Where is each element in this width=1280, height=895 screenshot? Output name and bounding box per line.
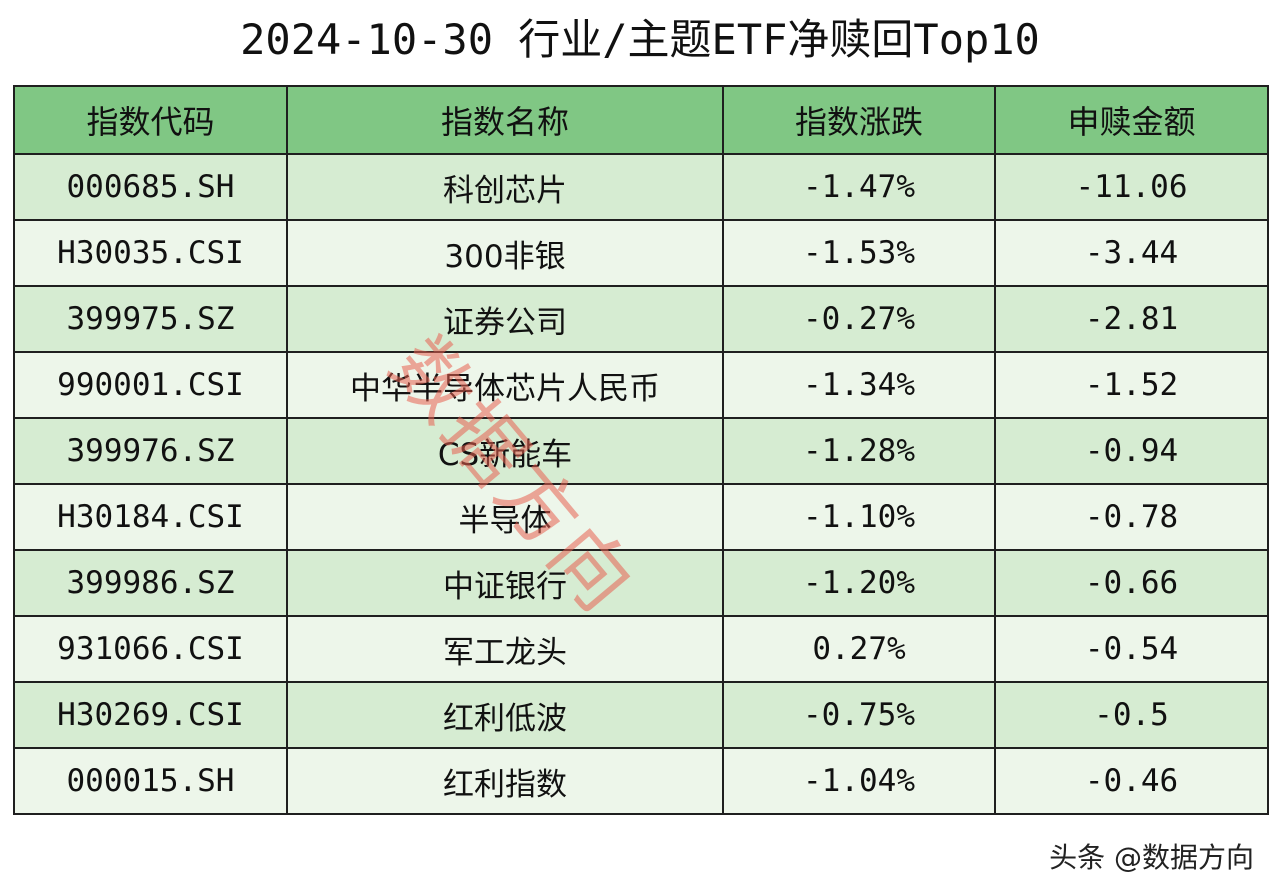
table-body: 000685.SH 科创芯片 -1.47% -11.06 H30035.CSI … xyxy=(13,153,1269,815)
cell-index-name: 科创芯片 xyxy=(286,153,724,221)
cell-amount: -0.78 xyxy=(994,483,1269,551)
cell-amount: -0.5 xyxy=(994,681,1269,749)
cell-index-change: -0.75% xyxy=(722,681,996,749)
cell-amount: -0.46 xyxy=(994,747,1269,815)
cell-index-change: -0.27% xyxy=(722,285,996,353)
table-row: 399976.SZ CS新能车 -1.28% -0.94 xyxy=(13,417,1269,485)
cell-index-code: 000685.SH xyxy=(13,153,288,221)
cell-amount: -1.52 xyxy=(994,351,1269,419)
cell-index-change: -1.20% xyxy=(722,549,996,617)
cell-index-name: CS新能车 xyxy=(286,417,724,485)
cell-index-code: 000015.SH xyxy=(13,747,288,815)
cell-index-code: H30184.CSI xyxy=(13,483,288,551)
cell-amount: -0.66 xyxy=(994,549,1269,617)
cell-index-name: 300非银 xyxy=(286,219,724,287)
cell-index-code: 399986.SZ xyxy=(13,549,288,617)
table-row: H30269.CSI 红利低波 -0.75% -0.5 xyxy=(13,681,1269,749)
table-row: 000015.SH 红利指数 -1.04% -0.46 xyxy=(13,747,1269,815)
cell-index-code: 399975.SZ xyxy=(13,285,288,353)
cell-amount: -0.54 xyxy=(994,615,1269,683)
cell-index-name: 军工龙头 xyxy=(286,615,724,683)
cell-index-change: -1.10% xyxy=(722,483,996,551)
cell-index-change: -1.47% xyxy=(722,153,996,221)
table-header: 指数代码 指数名称 指数涨跌 申赎金额 xyxy=(13,85,1269,155)
cell-amount: -11.06 xyxy=(994,153,1269,221)
header-index-change: 指数涨跌 xyxy=(722,85,996,155)
cell-index-name: 中华半导体芯片人民币 xyxy=(286,351,724,419)
cell-index-change: 0.27% xyxy=(722,615,996,683)
cell-index-name: 红利低波 xyxy=(286,681,724,749)
cell-index-code: H30035.CSI xyxy=(13,219,288,287)
cell-amount: -2.81 xyxy=(994,285,1269,353)
cell-index-name: 红利指数 xyxy=(286,747,724,815)
table-row: 399986.SZ 中证银行 -1.20% -0.66 xyxy=(13,549,1269,617)
header-row: 指数代码 指数名称 指数涨跌 申赎金额 xyxy=(13,85,1269,155)
cell-index-name: 证券公司 xyxy=(286,285,724,353)
header-subscription-amount: 申赎金额 xyxy=(994,85,1269,155)
cell-index-change: -1.28% xyxy=(722,417,996,485)
cell-index-name: 半导体 xyxy=(286,483,724,551)
cell-index-code: H30269.CSI xyxy=(13,681,288,749)
cell-amount: -0.94 xyxy=(994,417,1269,485)
header-index-code: 指数代码 xyxy=(13,85,288,155)
table-row: 000685.SH 科创芯片 -1.47% -11.06 xyxy=(13,153,1269,221)
cell-index-change: -1.53% xyxy=(722,219,996,287)
footer-credit: 头条 @数据方向 xyxy=(1049,841,1254,874)
cell-index-name: 中证银行 xyxy=(286,549,724,617)
cell-index-code: 931066.CSI xyxy=(13,615,288,683)
table-row: 399975.SZ 证券公司 -0.27% -2.81 xyxy=(13,285,1269,353)
table-row: H30035.CSI 300非银 -1.53% -3.44 xyxy=(13,219,1269,287)
etf-table: 指数代码 指数名称 指数涨跌 申赎金额 000685.SH 科创芯片 -1.47… xyxy=(13,85,1269,815)
header-index-name: 指数名称 xyxy=(286,85,724,155)
cell-index-code: 399976.SZ xyxy=(13,417,288,485)
cell-index-change: -1.04% xyxy=(722,747,996,815)
cell-index-change: -1.34% xyxy=(722,351,996,419)
table-row: 931066.CSI 军工龙头 0.27% -0.54 xyxy=(13,615,1269,683)
cell-index-code: 990001.CSI xyxy=(13,351,288,419)
page-title: 2024-10-30 行业/主题ETF净赎回Top10 xyxy=(240,15,1040,64)
cell-amount: -3.44 xyxy=(994,219,1269,287)
table-row: 990001.CSI 中华半导体芯片人民币 -1.34% -1.52 xyxy=(13,351,1269,419)
table-row: H30184.CSI 半导体 -1.10% -0.78 xyxy=(13,483,1269,551)
